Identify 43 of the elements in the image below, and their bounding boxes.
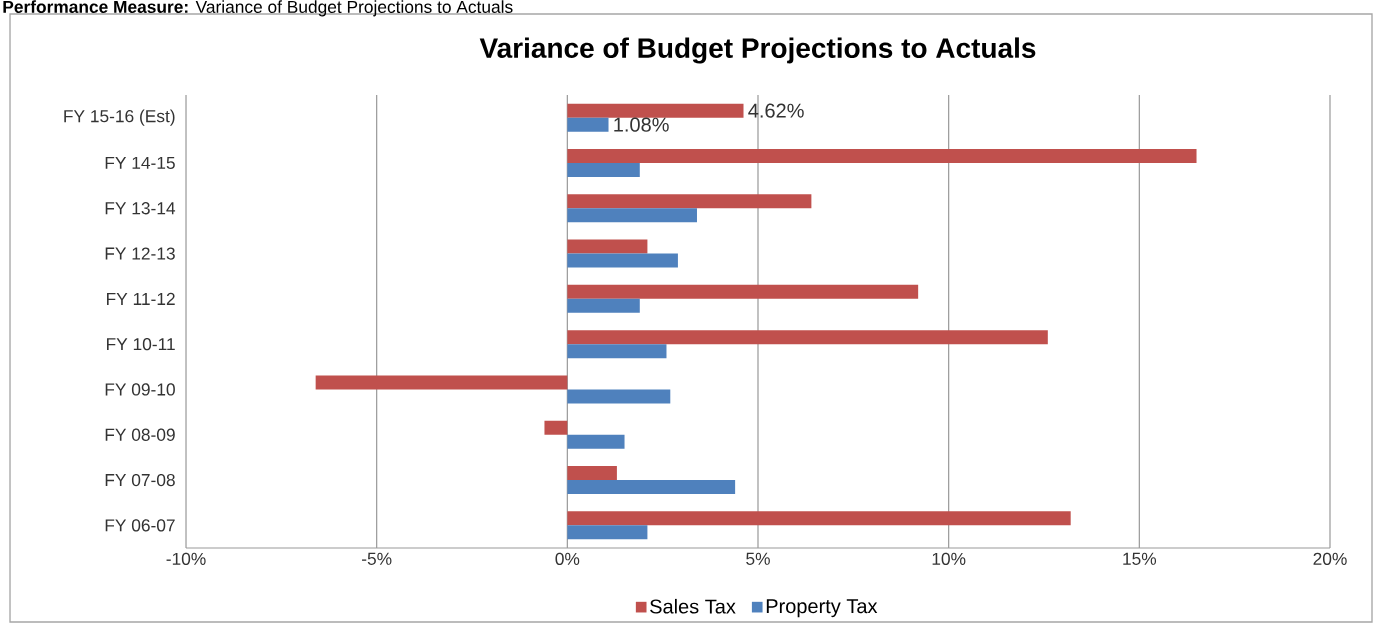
bar: [567, 117, 609, 132]
data-label: 1.08%: [614, 117, 669, 132]
bar: [567, 284, 919, 299]
y-tick-label: FY 06-07: [105, 519, 175, 532]
x-tick-label: 15%: [1123, 552, 1157, 565]
bar: [544, 420, 568, 435]
x-tick-label: 5%: [746, 552, 770, 565]
bar: [567, 162, 640, 177]
bar: [567, 194, 812, 209]
chart-title: Variance of Budget Projections to Actuals: [479, 37, 1036, 64]
data-label: 4.62%: [748, 103, 804, 118]
y-tick-label: FY 11-12: [107, 292, 175, 305]
bar: [567, 330, 1048, 345]
bar: [567, 298, 640, 313]
y-tick-label: FY 13-14: [105, 202, 176, 215]
x-tick-label: 20%: [1313, 552, 1347, 565]
y-tick-label: FY 07-08: [105, 473, 175, 487]
x-tick-label: 10%: [932, 552, 966, 565]
y-tick-label: FY 12-13: [105, 247, 175, 260]
bar: [315, 375, 568, 390]
y-tick-label: FY 14-15: [105, 156, 175, 169]
bar: [567, 511, 1071, 526]
bar: [567, 466, 617, 481]
bar: [567, 103, 744, 118]
bar: [567, 525, 648, 540]
bar: [567, 239, 648, 254]
x-tick-label: 0%: [555, 552, 580, 565]
legend-label: Property Tax: [766, 599, 878, 618]
x-tick-label: -10%: [166, 552, 206, 565]
bar: [567, 480, 736, 495]
y-tick-label: FY 09-10: [105, 383, 175, 396]
bar: [567, 344, 667, 359]
text: Performance Measure: Variance of Budget Projections to Actuals: [3, 0, 513, 17]
y-tick-label: FY 10-11: [107, 338, 175, 351]
bar: [567, 389, 671, 404]
bar: [567, 253, 678, 268]
bar: [567, 208, 697, 223]
x-tick-label: -5%: [362, 552, 392, 565]
y-tick-label: FY 15-16 (Est): [64, 109, 175, 126]
legend-label: Sales Tax: [650, 598, 736, 614]
y-tick-label: FY 08-09: [105, 428, 175, 441]
bar: [567, 434, 625, 449]
bar: [567, 148, 1197, 163]
